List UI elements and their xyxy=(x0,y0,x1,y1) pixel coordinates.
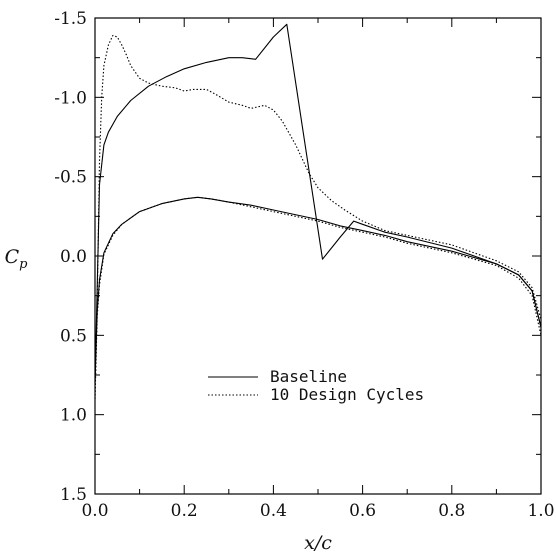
x-tick-label: 0.6 xyxy=(349,501,376,521)
legend-label-baseline: Baseline xyxy=(270,367,347,386)
y-tick-label: -1.5 xyxy=(54,9,87,29)
x-tick-label: 1.0 xyxy=(527,501,554,521)
x-axis-title: x/c xyxy=(304,532,332,554)
legend: Baseline 10 Design Cycles xyxy=(208,367,424,404)
y-tick-label: 0.5 xyxy=(60,326,87,346)
series-layer xyxy=(94,23,542,399)
x-tick-label: 0.8 xyxy=(438,501,465,521)
y-axis-ticks: -1.5 -1.0 -0.5 0.0 0.5 1.0 1.5 xyxy=(54,9,541,505)
axes: 0.0 0.2 0.4 0.6 0.8 1.0 -1.5 -1.0 -0.5 0.0 0.5 1.0… xyxy=(54,9,554,521)
y-tick-label: 1.0 xyxy=(60,406,87,426)
series-baseline-lower-line xyxy=(94,196,542,383)
series-design-cycles-lower-line xyxy=(94,196,542,399)
y-tick-label: -0.5 xyxy=(54,168,87,188)
y-axis-title-subscript: p xyxy=(19,257,28,272)
series-baseline-upper-line xyxy=(94,23,542,383)
x-axis-ticks: 0.0 0.2 0.4 0.6 0.8 1.0 xyxy=(81,18,555,521)
x-tick-label: 0.4 xyxy=(260,501,287,521)
x-tick-label: 0.0 xyxy=(81,501,108,521)
y-axis-title: Cp xyxy=(5,246,29,272)
y-tick-label: 0.0 xyxy=(60,247,87,267)
y-axis-title-main: C xyxy=(5,246,20,268)
y-tick-label: -1.0 xyxy=(54,88,87,108)
y-tick-label: 1.5 xyxy=(60,485,87,505)
x-tick-label: 0.2 xyxy=(171,501,198,521)
series-design-cycles-upper-line xyxy=(94,34,542,399)
legend-label-design-cycles: 10 Design Cycles xyxy=(270,385,424,404)
